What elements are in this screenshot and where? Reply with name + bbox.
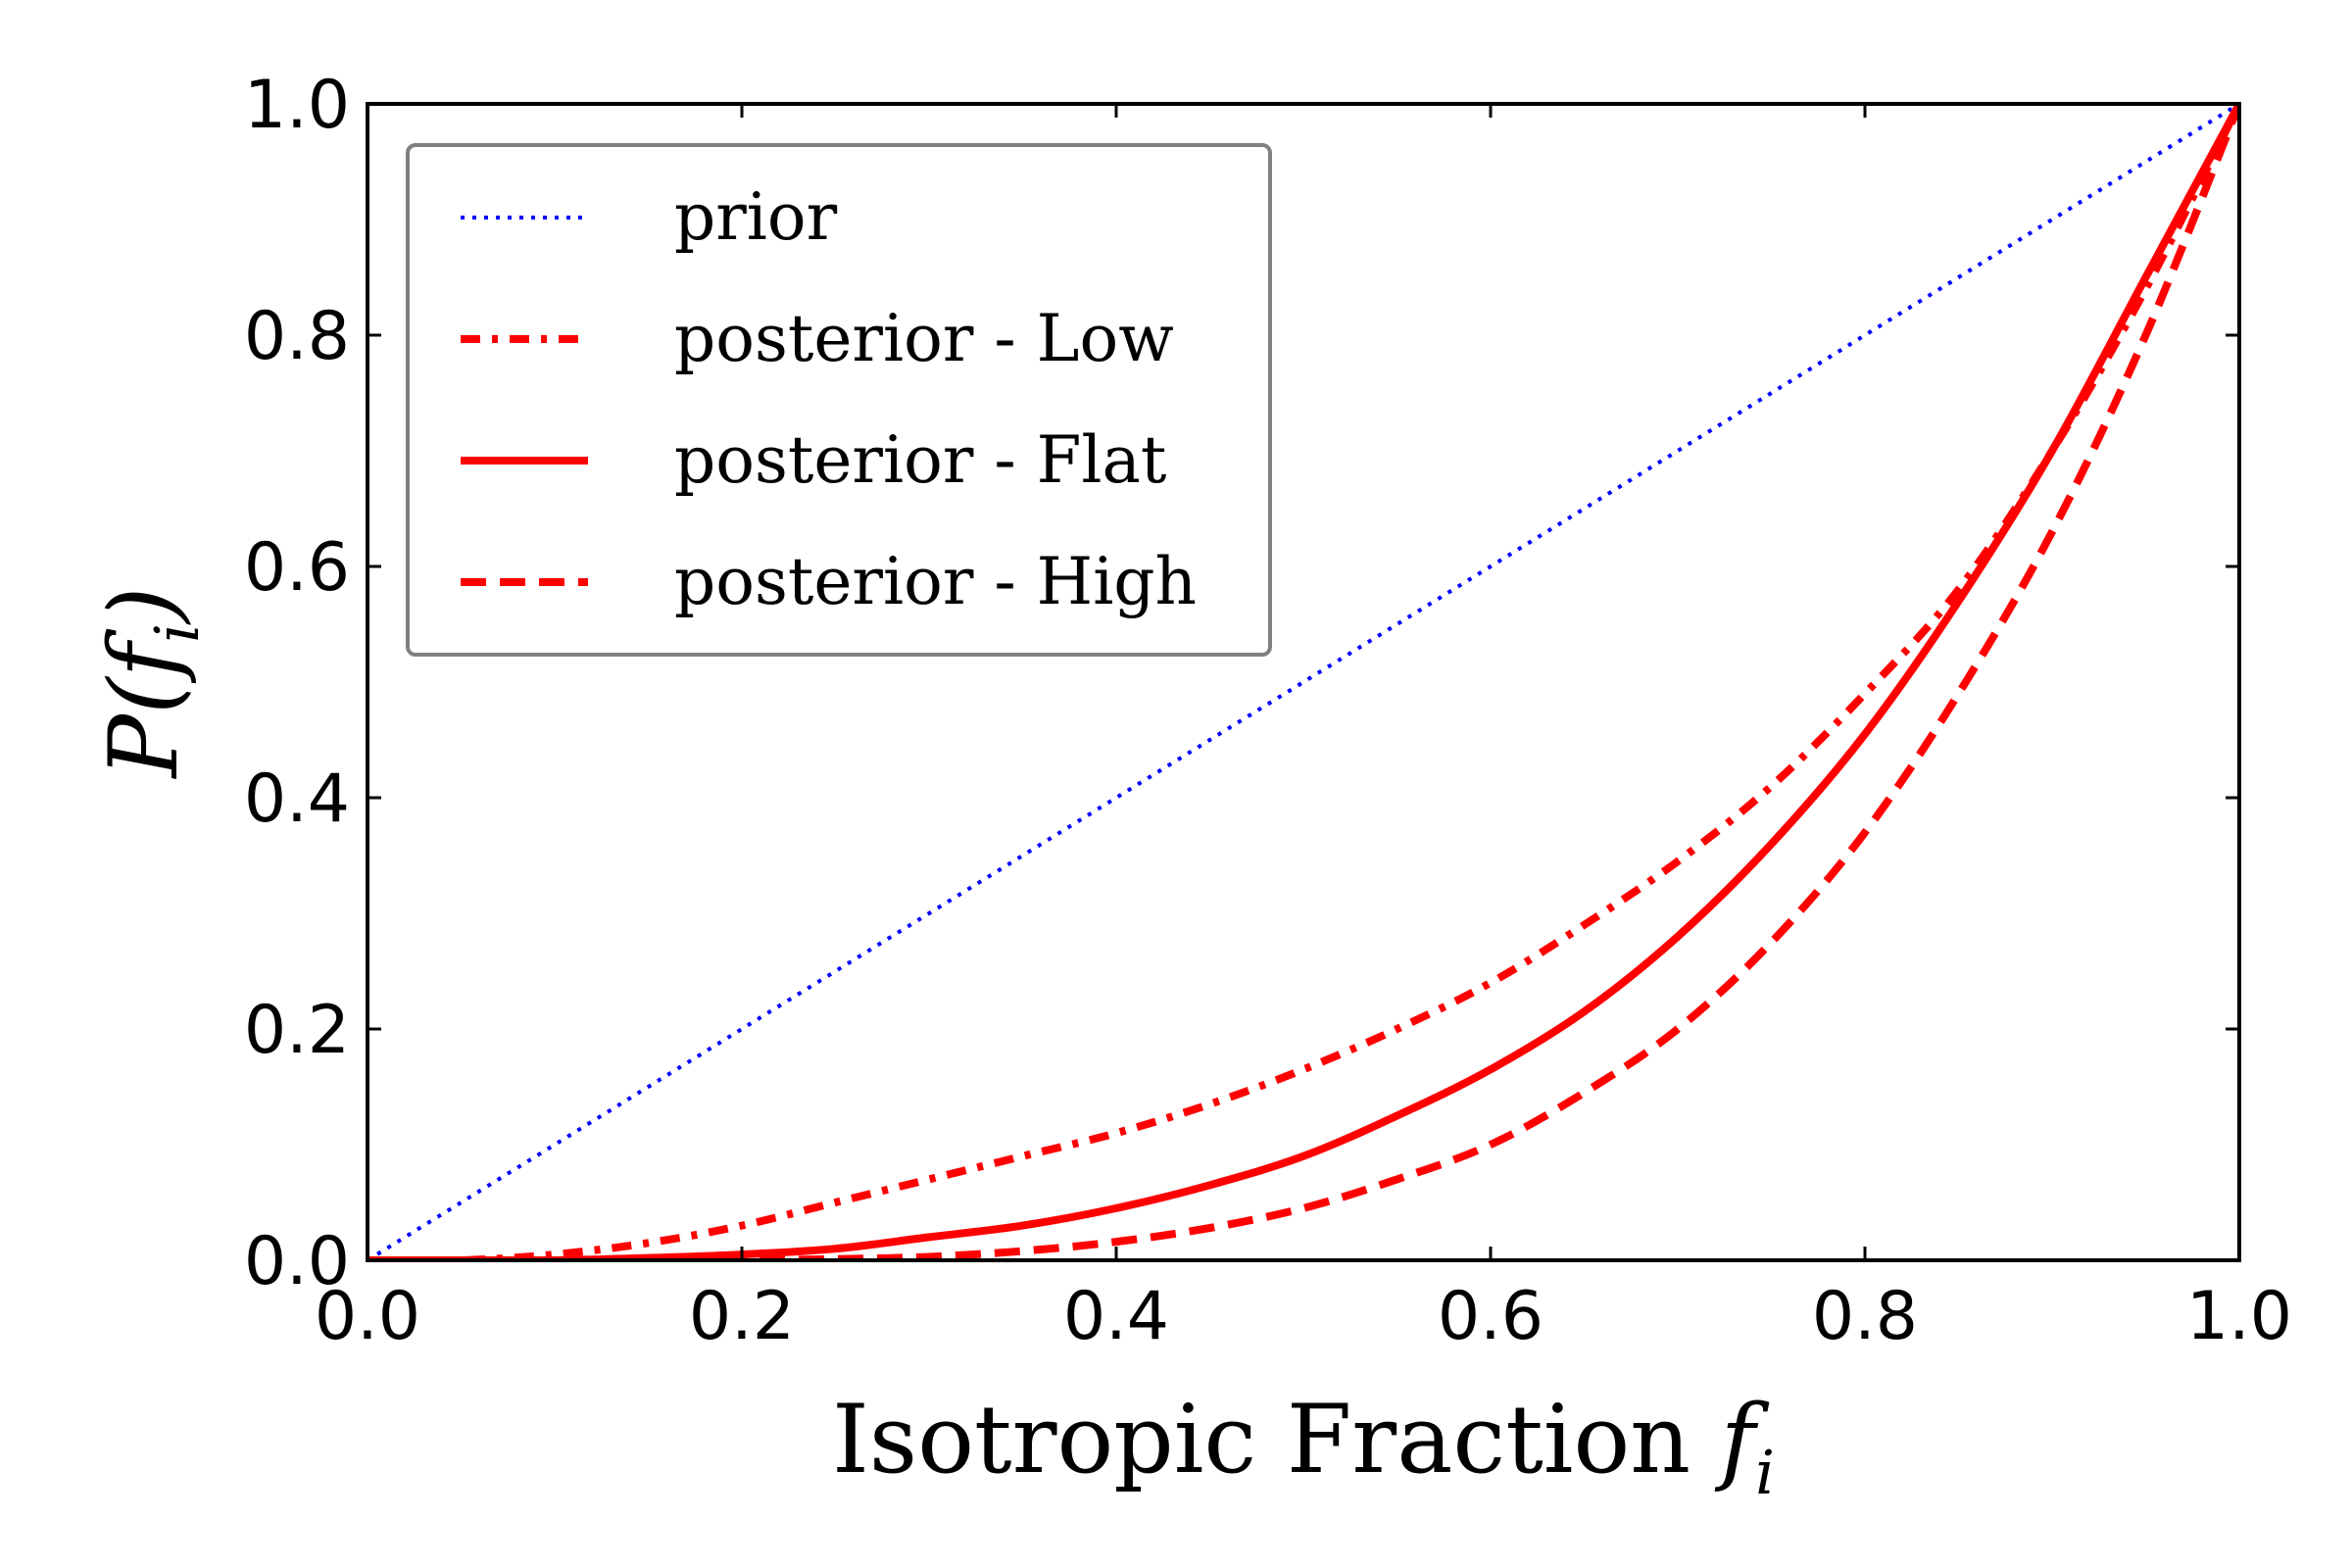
y-tick-label-5: 1.0 [244, 67, 350, 144]
x-tick-label-1: 0.2 [689, 1278, 795, 1355]
x-tick-label-0: 0.0 [315, 1278, 420, 1355]
series-line-2 [368, 104, 2239, 1260]
x-tick-label-2: 0.4 [1063, 1278, 1169, 1355]
legend-label-1: posterior - Low [674, 301, 1174, 376]
x-axis-title-text: Isotropic Fraction [832, 1385, 1690, 1494]
legend-box [406, 143, 1272, 657]
y-axis-title: P(fi) [89, 587, 213, 780]
y-tick-label-2: 0.4 [244, 760, 350, 838]
y-tick-label-3: 0.6 [244, 529, 350, 607]
x-tick-label-4: 0.8 [1812, 1278, 1918, 1355]
x-tick-label-5: 1.0 [2186, 1278, 2292, 1355]
y-tick-label-1: 0.2 [244, 992, 350, 1069]
legend-label-0: prior [674, 179, 838, 255]
series-line-0 [368, 104, 2239, 1260]
legend: prior posterior - Low posterior - Flat post… [406, 143, 1272, 657]
series-layer [368, 104, 2239, 1260]
x-axis-title: Isotropic Fraction fi [832, 1385, 1775, 1508]
y-tick-label-0: 0.0 [244, 1223, 350, 1300]
x-tick-label-3: 0.6 [1438, 1278, 1544, 1355]
tick-layer: 0.0 0.2 0.4 0.6 0.8 1.0 0.0 0.2 0.4 0.6 0.8 1.0 [244, 67, 2292, 1355]
series-line-3 [368, 104, 2239, 1260]
y-tick-label-4: 0.8 [244, 298, 350, 375]
legend-label-3: posterior - High [674, 544, 1197, 619]
plot-frame [366, 102, 2241, 1262]
legend-label-2: posterior - Flat [674, 422, 1166, 498]
